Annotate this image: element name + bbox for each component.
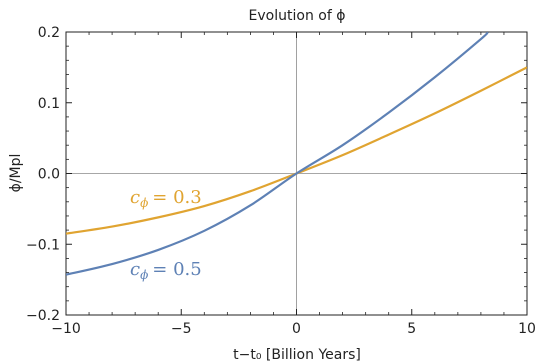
y-tick-label: 0.0 — [38, 167, 60, 183]
y-tick-label: 0.2 — [38, 25, 60, 41]
y-tick-label: −0.2 — [26, 308, 60, 324]
y-tick-label: 0.1 — [38, 96, 60, 112]
x-tick-label: −10 — [51, 321, 81, 337]
x-tick-label: −5 — [171, 321, 192, 337]
x-tick-label: 10 — [518, 321, 536, 337]
y-tick-label: −0.1 — [26, 237, 60, 253]
chart-title: Evolution of ϕ — [249, 8, 346, 24]
series-line-1 — [66, 32, 489, 276]
y-axis-label: ϕ/Mpl — [8, 154, 24, 193]
x-tick-label: 0 — [292, 321, 301, 337]
x-tick-label: 5 — [407, 321, 416, 337]
x-axis-label: t−t₀ [Billion Years] — [233, 347, 361, 363]
series-label-1: cϕ = 0.5 — [130, 259, 202, 282]
series-label-0: cϕ = 0.3 — [130, 187, 202, 210]
